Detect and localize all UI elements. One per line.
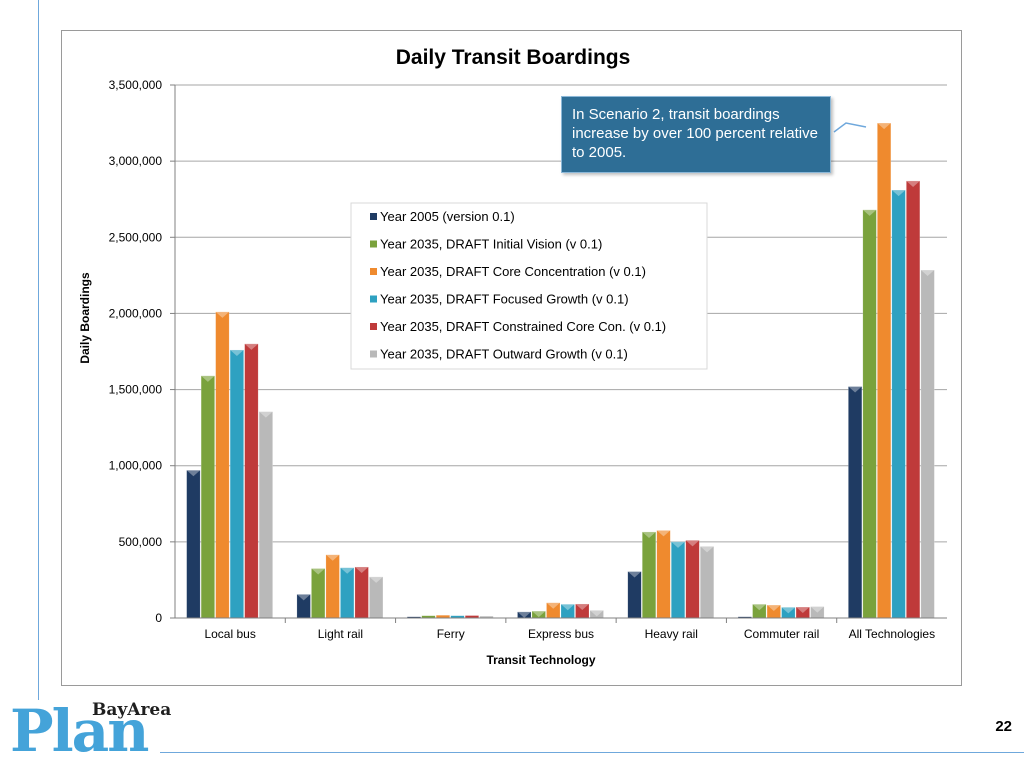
horizontal-accent-line — [160, 752, 1024, 753]
bar — [656, 530, 671, 619]
y-tick-label: 3,500,000 — [109, 78, 163, 92]
bar-bevel — [781, 607, 796, 614]
chart-title: Daily Transit Boardings — [396, 46, 631, 69]
bar — [920, 269, 935, 619]
bar-bevel — [186, 470, 201, 477]
vertical-accent-line — [38, 0, 39, 700]
bar-bevel — [752, 604, 767, 611]
y-tick-label: 1,500,000 — [109, 383, 163, 397]
x-tick-label: Commuter rail — [744, 627, 819, 641]
bar — [325, 554, 340, 619]
bar — [244, 343, 259, 619]
bar-bevel — [325, 554, 340, 561]
legend-entry: Year 2035, DRAFT Outward Growth (v 0.1) — [380, 347, 628, 362]
bar — [354, 566, 369, 619]
legend-box — [350, 202, 708, 370]
bar — [186, 470, 201, 619]
bar-bevel — [532, 611, 546, 618]
bar-bevel — [201, 375, 215, 382]
y-tick-label: 2,500,000 — [109, 230, 163, 244]
bar-bevel — [244, 343, 259, 350]
bar-bevel — [642, 531, 656, 538]
annotation-callout: In Scenario 2, transit boardings increas… — [561, 96, 831, 173]
legend-swatch — [370, 350, 377, 358]
y-tick-label: 500,000 — [119, 535, 163, 549]
bar — [311, 568, 326, 619]
bar — [685, 540, 700, 619]
legend-entry: Year 2035, DRAFT Constrained Core Con. (… — [380, 319, 666, 334]
bar-bevel — [215, 311, 230, 318]
bar — [627, 571, 642, 619]
bar-bevel — [810, 606, 825, 613]
logo-big-text: Plan — [10, 697, 149, 765]
bar — [215, 311, 230, 619]
bar — [891, 189, 906, 619]
bar — [877, 122, 892, 619]
bar-bevel — [259, 411, 273, 418]
bar-bevel — [767, 605, 781, 612]
bar — [671, 541, 686, 619]
x-tick-label: Express bus — [528, 627, 594, 641]
bar-bevel — [354, 566, 369, 573]
legend-swatch — [370, 268, 377, 275]
x-tick-label: Ferry — [437, 627, 465, 641]
bar — [369, 576, 384, 619]
bar-bevel — [561, 604, 575, 611]
bar-bevel — [920, 270, 935, 277]
bar-bevel — [590, 610, 604, 617]
page-number: 22 — [995, 718, 1012, 735]
legend-swatch — [370, 213, 377, 220]
bar-bevel — [891, 190, 906, 197]
bar — [848, 386, 863, 619]
y-axis-label: Daily Boardings — [78, 272, 92, 364]
bar-bevel — [369, 576, 383, 583]
y-tick-label: 2,000,000 — [109, 306, 163, 320]
bar — [200, 375, 215, 619]
logo-small-text: BayArea — [92, 700, 172, 720]
legend-entry: Year 2035, DRAFT Focused Growth (v 0.1) — [380, 292, 629, 307]
bar-bevel — [796, 607, 810, 614]
bayarea-plan-logo: BayArea Plan — [10, 697, 171, 765]
legend-entry: Year 2035, DRAFT Initial Vision (v 0.1) — [380, 237, 602, 252]
x-tick-label: Local bus — [204, 627, 255, 641]
bar — [906, 180, 921, 619]
bar-bevel — [575, 603, 589, 610]
bar — [229, 349, 244, 619]
bar-bevel — [517, 611, 531, 618]
bar — [700, 546, 715, 619]
x-tick-label: Light rail — [318, 627, 363, 641]
bar-bevel — [311, 568, 325, 575]
callout-arrow — [833, 122, 867, 133]
legend-entry: Year 2035, DRAFT Core Concentration (v 0… — [380, 264, 646, 279]
y-tick-label: 0 — [155, 611, 162, 625]
bar — [862, 209, 877, 619]
legend-entry: Year 2005 (version 0.1) — [380, 209, 515, 224]
y-tick-label: 3,000,000 — [109, 154, 163, 168]
legend-swatch — [370, 323, 377, 330]
bar-bevel — [700, 546, 714, 553]
bar-bevel — [230, 349, 244, 356]
bar-bevel — [848, 386, 862, 393]
bar-bevel — [340, 567, 354, 574]
x-axis-label: Transit Technology — [486, 653, 595, 667]
bar-bevel — [296, 594, 311, 601]
x-tick-label: All Technologies — [849, 627, 936, 641]
bar-bevel — [627, 571, 642, 578]
bar-bevel — [546, 602, 560, 609]
bar — [642, 531, 657, 619]
bar-bevel — [656, 530, 671, 537]
bar-bevel — [671, 541, 685, 548]
bar — [258, 411, 273, 619]
legend-swatch — [370, 295, 377, 303]
legend-swatch — [370, 240, 377, 248]
bar-bevel — [877, 123, 891, 130]
daily-transit-boardings-chart: Daily Transit Boardings Daily Boardings … — [78, 46, 947, 667]
bar-bevel — [862, 209, 877, 216]
bar — [340, 567, 355, 619]
bar-bevel — [906, 180, 920, 187]
y-tick-label: 1,000,000 — [109, 459, 163, 473]
bar-bevel — [685, 540, 700, 547]
x-tick-label: Heavy rail — [645, 627, 698, 641]
